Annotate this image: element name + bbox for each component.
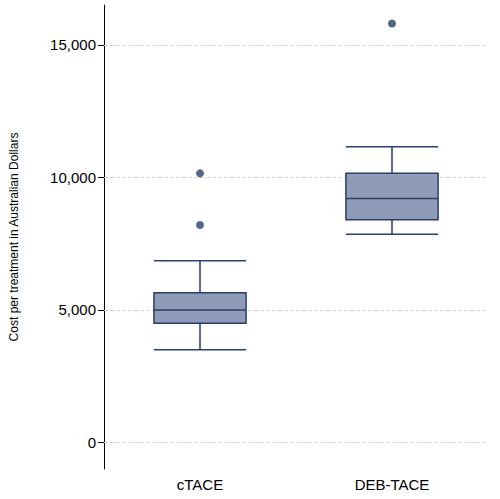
svg-text:15,000: 15,000 bbox=[50, 36, 96, 53]
svg-text:10,000: 10,000 bbox=[50, 169, 96, 186]
svg-text:Cost per treatment in Australi: Cost per treatment in Australian Dollars bbox=[7, 133, 21, 342]
svg-text:DEB-TACE: DEB-TACE bbox=[355, 476, 430, 493]
svg-text:0: 0 bbox=[88, 434, 96, 451]
svg-text:cTACE: cTACE bbox=[177, 476, 223, 493]
svg-text:5,000: 5,000 bbox=[58, 301, 96, 318]
